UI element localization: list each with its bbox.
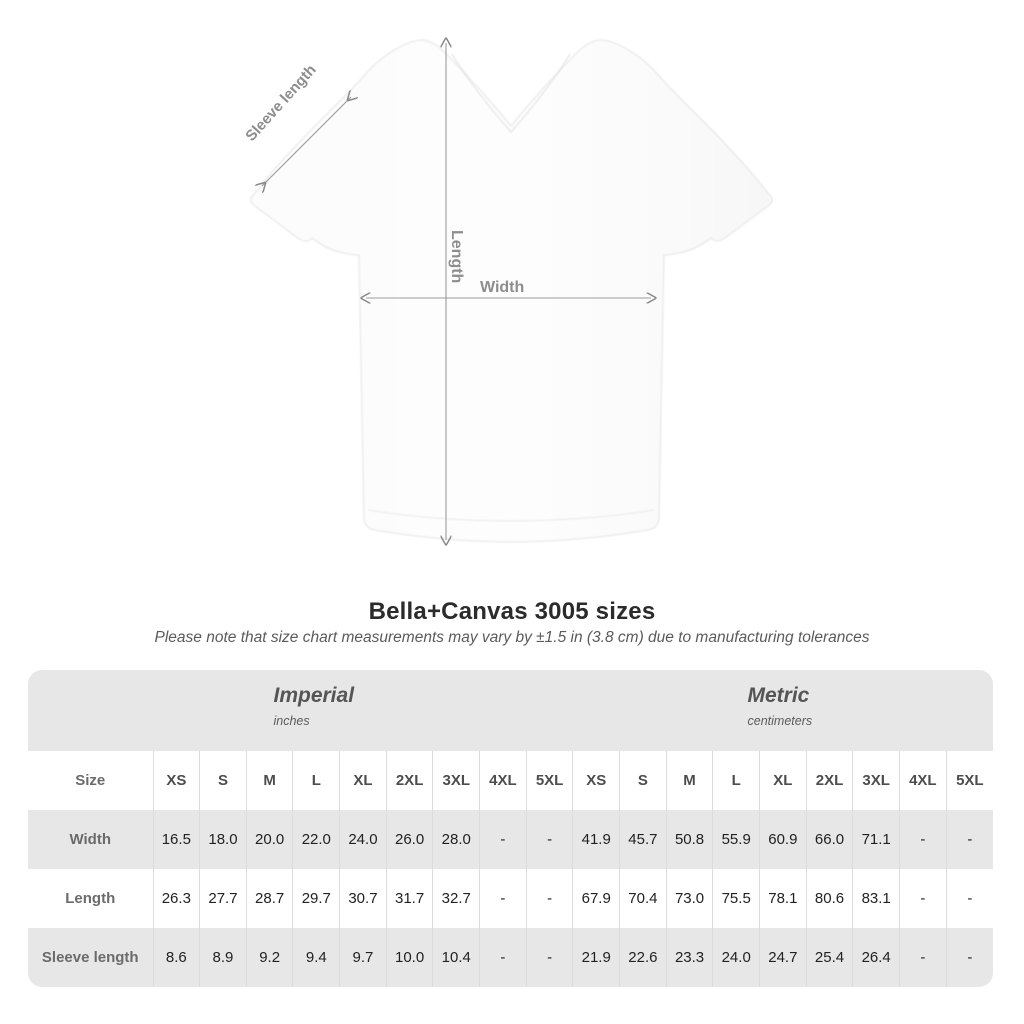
svg-text:Length: Length: [448, 230, 465, 283]
svg-text:Width: Width: [480, 279, 524, 296]
svg-text:Sleeve length: Sleeve length: [242, 61, 319, 144]
